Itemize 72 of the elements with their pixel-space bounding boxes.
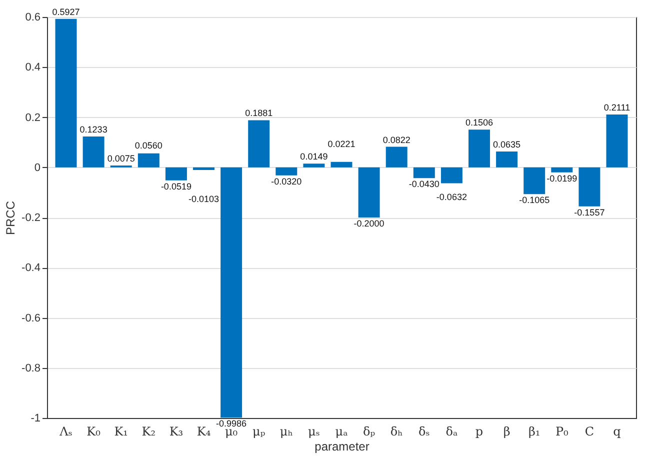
data-label: 0.5927: [52, 6, 80, 17]
data-label: -0.0103: [188, 194, 220, 204]
x-axis-title: parameter: [314, 440, 370, 454]
bar: [82, 136, 104, 168]
x-tick-label: K₁: [114, 424, 128, 438]
data-label: 0.1881: [245, 108, 273, 118]
y-tick-label: -0.4: [22, 262, 40, 274]
data-label: -0.2000: [354, 218, 384, 228]
x-tick-label: q: [613, 424, 622, 438]
bar: [468, 130, 490, 168]
data-label: -0.0320: [271, 176, 302, 186]
x-tick-label: μₚ: [252, 424, 266, 438]
x-tick-label: δₚ: [363, 424, 376, 438]
x-tick-label: δₕ: [390, 424, 403, 438]
x-tick-label: δₐ: [446, 424, 458, 438]
x-tick-label: Λₛ: [58, 424, 72, 438]
x-tick-label: β₁: [528, 424, 540, 438]
bar: [303, 164, 325, 168]
y-tick-label: 0.2: [25, 112, 40, 124]
data-label: -0.0199: [546, 173, 578, 184]
bar: [330, 162, 352, 168]
bar: [440, 167, 462, 184]
bar: [496, 151, 518, 168]
bar: [165, 167, 187, 180]
data-label: 0.0221: [328, 138, 356, 149]
data-label: -0.1065: [519, 195, 550, 206]
bar: [193, 167, 214, 170]
x-tick-label: C: [584, 424, 594, 438]
bar: [524, 167, 546, 194]
x-tick-label: δₛ: [418, 424, 430, 438]
x-tick-label: p: [475, 424, 484, 438]
data-label: -0.9986: [216, 418, 247, 429]
data-label: -0.0632: [436, 192, 467, 202]
data-label: 0.0822: [382, 134, 410, 145]
bar: [386, 146, 408, 168]
y-tick-label: -0.8: [22, 362, 40, 374]
y-tick-label: -0.6: [22, 312, 40, 324]
data-label: 0.0075: [107, 153, 135, 164]
bar: [551, 167, 573, 172]
x-tick-label: β: [503, 424, 510, 438]
x-tick-label: K₃: [169, 424, 184, 438]
x-tick-label: K₀: [86, 424, 101, 438]
data-label: 0.0149: [300, 152, 328, 162]
y-tick-label: -1: [30, 412, 40, 424]
bar: [220, 167, 242, 418]
y-tick-label: 0: [34, 162, 40, 174]
y-axis-title: PRCC: [4, 200, 18, 236]
y-tick-label: -0.2: [22, 212, 40, 224]
y-tick-label: 0.4: [25, 62, 40, 74]
x-tick-label: P₀: [555, 424, 569, 438]
data-label: 0.1233: [80, 124, 108, 134]
bar: [606, 114, 628, 168]
bar: [138, 153, 160, 168]
bar: [578, 167, 600, 206]
data-label: 0.0635: [493, 139, 521, 150]
bar: [413, 167, 435, 178]
data-label: 0.2111: [604, 102, 630, 112]
x-tick-label: μₛ: [308, 424, 320, 438]
bar: [358, 167, 380, 218]
x-tick-label: μₐ: [335, 424, 348, 438]
bar: [248, 120, 270, 168]
data-label: -0.0519: [160, 181, 192, 192]
x-tick-label: K₂: [142, 424, 156, 438]
x-tick-label: K₄: [196, 424, 211, 438]
x-tick-label: μₕ: [280, 424, 293, 438]
bar: [276, 167, 298, 176]
data-label: -0.0430: [408, 179, 440, 190]
data-label: -0.1557: [574, 207, 605, 218]
data-label: 0.1506: [465, 118, 494, 128]
bar: [55, 18, 77, 168]
y-tick-label: 0.6: [25, 12, 40, 24]
data-label: 0.0560: [134, 140, 162, 151]
